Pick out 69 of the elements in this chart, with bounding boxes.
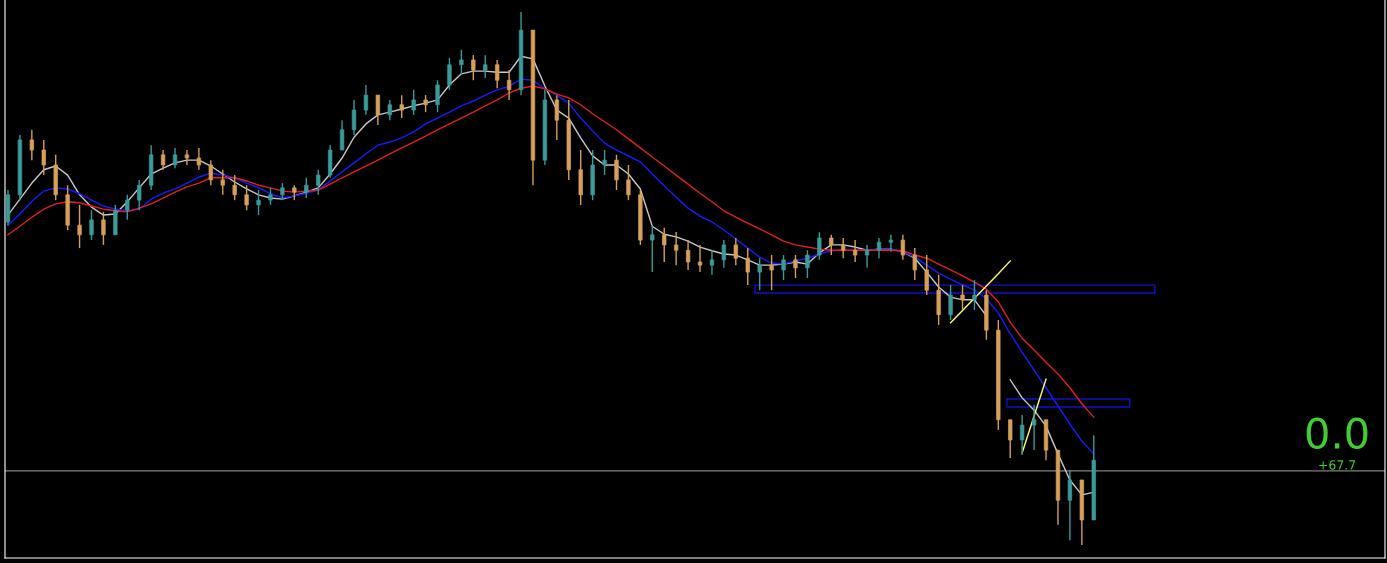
candlestick (1008, 419, 1013, 459)
candlestick (697, 244, 703, 273)
candlestick (924, 254, 929, 296)
candlestick (864, 244, 870, 269)
candlestick (1031, 404, 1037, 451)
candlestick (674, 231, 679, 266)
candlestick (685, 239, 691, 271)
candlestick (137, 179, 142, 211)
candlestick (256, 189, 261, 216)
candlestick (483, 54, 488, 79)
candlestick (172, 147, 178, 169)
candlestick (459, 49, 464, 76)
candlestick (614, 154, 619, 191)
candlestick (650, 224, 655, 273)
candlestick (626, 164, 631, 201)
candlestick (220, 169, 225, 196)
candlestick (471, 54, 476, 81)
candlestick (339, 119, 345, 151)
text: +67.7 (1319, 460, 1356, 470)
candlestick (208, 159, 213, 186)
candlestick (805, 249, 810, 279)
candlestick (793, 254, 798, 279)
candlestick (41, 139, 46, 176)
candlestick (888, 234, 894, 253)
candlestick (495, 59, 500, 89)
candlestick (232, 174, 237, 201)
candlestick (745, 247, 750, 286)
candlestick (77, 204, 82, 249)
candlestick (196, 147, 202, 171)
candlestick (841, 237, 846, 259)
candlestick (876, 237, 882, 259)
candlestick (411, 89, 416, 116)
candlestick (852, 239, 858, 263)
candlestick (1067, 469, 1073, 541)
candlestick (972, 279, 977, 311)
candlestick (304, 177, 309, 199)
candlestick (351, 99, 357, 136)
candlestick (829, 234, 834, 256)
candlestick (89, 209, 94, 241)
candlestick (101, 211, 106, 246)
candlestick (709, 249, 715, 276)
candlestick (184, 149, 190, 166)
candlestick (769, 254, 774, 291)
candlestick (602, 149, 607, 176)
candlestick (363, 84, 369, 116)
candlestick (375, 94, 380, 126)
candlestick (960, 284, 965, 311)
candlestick (912, 247, 917, 281)
candlestick (554, 94, 559, 141)
candlestick (1020, 414, 1025, 456)
candlestick (125, 194, 130, 221)
candlestick (244, 184, 249, 211)
text: 0.0 (1306, 417, 1368, 450)
candlestick (506, 69, 512, 101)
candlestick (733, 237, 738, 266)
candlestick (435, 79, 440, 113)
candlestick (721, 239, 727, 269)
candlestick (447, 57, 452, 91)
candlestick (781, 254, 786, 281)
candlestick (900, 234, 905, 261)
candlestick (817, 231, 822, 261)
candlestick (29, 129, 34, 161)
candlestick (160, 149, 166, 171)
candlestick (662, 227, 667, 263)
candlestick (948, 284, 953, 321)
candlestick (757, 257, 762, 291)
candlestick (316, 169, 321, 196)
candlestick (387, 99, 392, 121)
candlestick (399, 94, 404, 119)
